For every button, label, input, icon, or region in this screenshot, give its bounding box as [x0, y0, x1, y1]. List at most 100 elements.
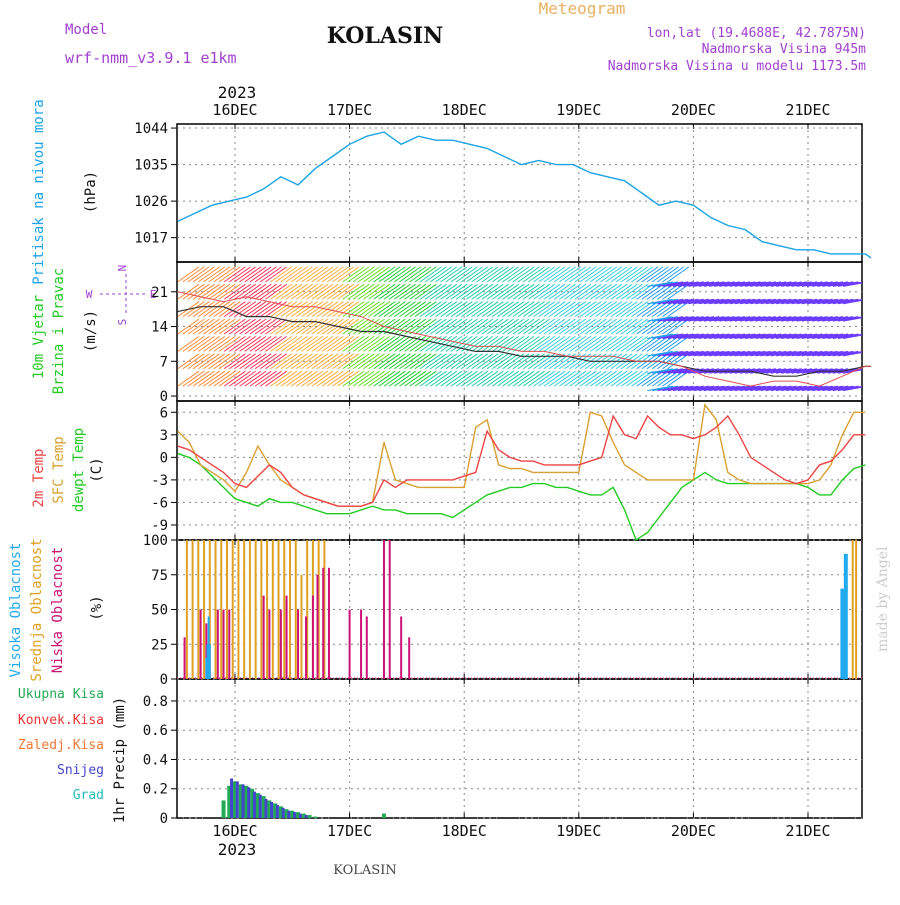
wind-barb: [177, 318, 200, 335]
wind-barb: [564, 266, 587, 283]
wind-barb: [569, 318, 592, 335]
wind-barb: [491, 353, 514, 370]
wind-barb: [388, 283, 411, 300]
wind-barb: [827, 350, 854, 357]
y-tick-label: 0: [160, 450, 168, 466]
cloud-mid-bar: [271, 540, 274, 679]
wind-barb: [239, 370, 262, 387]
wind-barb: [657, 318, 679, 335]
wind-barb: [234, 335, 256, 352]
snow-bar: [252, 791, 256, 818]
wind-barb: [373, 335, 396, 352]
wind-barb: [817, 316, 844, 322]
wind-barb: [461, 353, 483, 370]
wind-barb: [270, 266, 293, 283]
wind-barb: [812, 333, 838, 339]
wind-barb: [698, 298, 725, 305]
wind-barb: [290, 301, 313, 318]
wind-barb: [218, 335, 241, 352]
x-label-bottom: 19DEC: [556, 822, 601, 840]
wind-barb: [491, 318, 514, 335]
wind-barb: [239, 318, 262, 335]
wind-barb: [584, 318, 607, 335]
cloud-low-bar: [388, 540, 391, 679]
wind-barb: [667, 353, 690, 370]
wind-barb: [832, 281, 859, 287]
wind-barb: [491, 301, 514, 318]
wind-barb: [512, 370, 535, 387]
wind-barb: [662, 385, 689, 392]
wind-barb: [430, 353, 452, 370]
wind-barb: [719, 298, 746, 305]
wind-barb: [316, 318, 339, 335]
wind-barb: [383, 301, 406, 318]
sfc-temp-line: [177, 403, 866, 507]
wind-barb: [296, 353, 318, 370]
wind-barb: [559, 335, 581, 352]
wind-barb: [574, 335, 597, 352]
wind-barb: [615, 318, 638, 335]
wind-speed-line: [177, 306, 871, 377]
product-title: Meteogram: [539, 0, 626, 18]
wind-barb: [363, 301, 385, 318]
wind-barb: [559, 318, 581, 335]
wind-barb: [626, 318, 648, 335]
wind-barb: [703, 333, 730, 339]
wind-barb: [466, 353, 489, 370]
temp-ylabel: (C): [89, 457, 105, 482]
wind-barb: [620, 318, 643, 335]
wind-barb: [553, 370, 576, 387]
wind-barb: [203, 301, 226, 318]
panel-frame-0: [176, 123, 863, 263]
wind-barb: [776, 385, 802, 392]
wind-barb: [553, 301, 576, 318]
wind-barb: [750, 316, 776, 322]
wind-barb: [357, 301, 380, 318]
wind-barb: [440, 353, 463, 370]
wind-barb: [466, 335, 489, 352]
wind-barb: [641, 370, 664, 387]
wind-barb: [600, 335, 623, 352]
wind-barb: [182, 266, 205, 283]
wind-barb: [254, 266, 277, 283]
wind-barb: [326, 335, 349, 352]
wind-barb: [177, 370, 200, 387]
wind-barb: [760, 298, 787, 305]
wind-barb: [223, 283, 246, 300]
wind-barb: [615, 301, 638, 318]
wind-barb: [306, 370, 329, 387]
wind-barb: [667, 283, 690, 300]
wind-barb: [662, 335, 685, 352]
wind-barb: [486, 318, 509, 335]
wind-barb: [579, 370, 602, 387]
wind-barb: [817, 333, 844, 339]
wind-barb: [445, 301, 468, 318]
wind-barb: [589, 370, 612, 387]
wind-barb: [198, 266, 220, 283]
wind-barb: [275, 353, 298, 370]
wind-barb: [781, 298, 807, 305]
wind-barb: [259, 353, 282, 370]
wind-barb: [445, 353, 468, 370]
wind-barb: [683, 368, 709, 374]
wind-barb: [455, 266, 478, 283]
wind-barb: [755, 350, 782, 357]
wind-barb: [388, 318, 411, 335]
wind-barb: [574, 318, 597, 335]
wind-barb: [553, 283, 576, 300]
wind-barb: [182, 353, 205, 370]
y-tick-label: 0.4: [143, 752, 168, 768]
wind-barb: [569, 266, 592, 283]
wind-barb: [228, 283, 251, 300]
wind-barb: [363, 283, 385, 300]
wind-barb: [636, 370, 659, 387]
wind-barb: [739, 385, 766, 392]
wind-barb: [394, 266, 416, 283]
wind-barb: [724, 385, 751, 392]
wind-barb: [223, 370, 246, 387]
wind-barb: [347, 353, 370, 370]
wind-barb: [843, 386, 862, 392]
compass-w: W: [86, 288, 93, 301]
wind-barb: [796, 281, 823, 287]
wind-barb: [228, 335, 251, 352]
